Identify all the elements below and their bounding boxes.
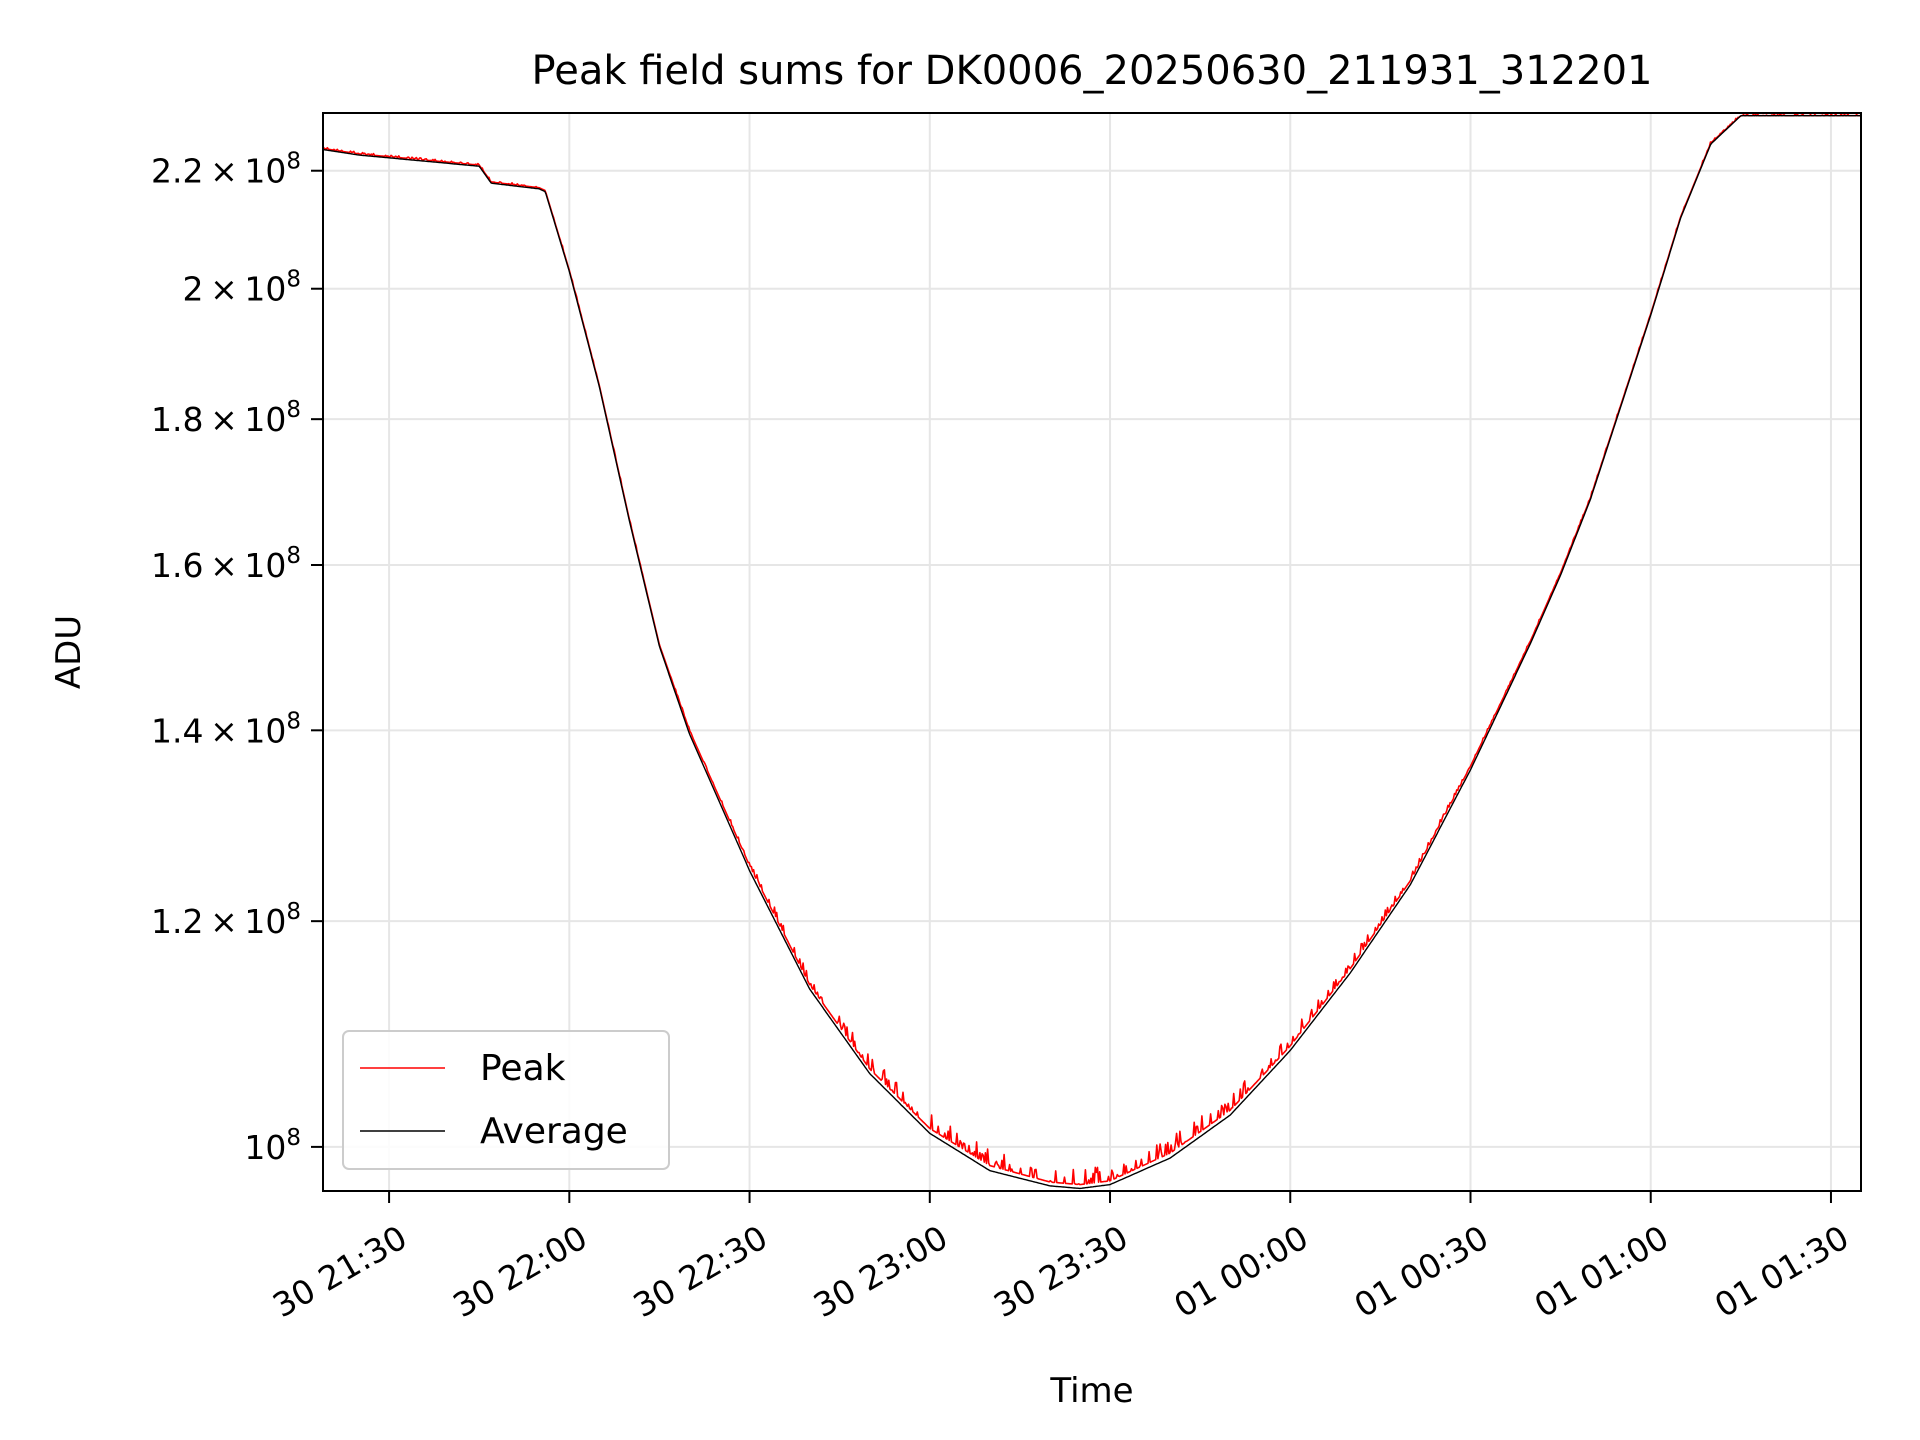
y-tick-label: 2 × 108 xyxy=(183,267,301,309)
legend-label-peak: Peak xyxy=(480,1048,566,1089)
y-tick-label: 1.2 × 108 xyxy=(151,899,301,941)
plot-frame xyxy=(322,112,1862,1192)
y-tick-label: 1.8 × 108 xyxy=(151,397,301,439)
legend-box xyxy=(342,1030,670,1170)
legend-label-average: Average xyxy=(480,1111,628,1152)
y-tick-label: 108 xyxy=(244,1125,301,1167)
grid xyxy=(323,113,1861,1191)
y-axis-label: ADU xyxy=(49,615,89,689)
x-axis-label: Time xyxy=(1049,1371,1133,1411)
y-tick-label: 2.2 × 108 xyxy=(151,149,301,191)
y-axis-ticks: 108 1.2 × 108 1.4 × 108 1.6 × 108 1.8 × 108 2… xyxy=(151,149,323,1167)
series-line-average xyxy=(322,115,1861,1190)
y-tick-label: 1.6 × 108 xyxy=(151,543,301,585)
y-tick-label: 1.4 × 108 xyxy=(151,708,301,750)
legend: Peak Average xyxy=(342,1030,670,1170)
chart-title: Peak field sums for DK0006_20250630_2119… xyxy=(532,48,1653,94)
plot-lines xyxy=(322,113,1861,1190)
